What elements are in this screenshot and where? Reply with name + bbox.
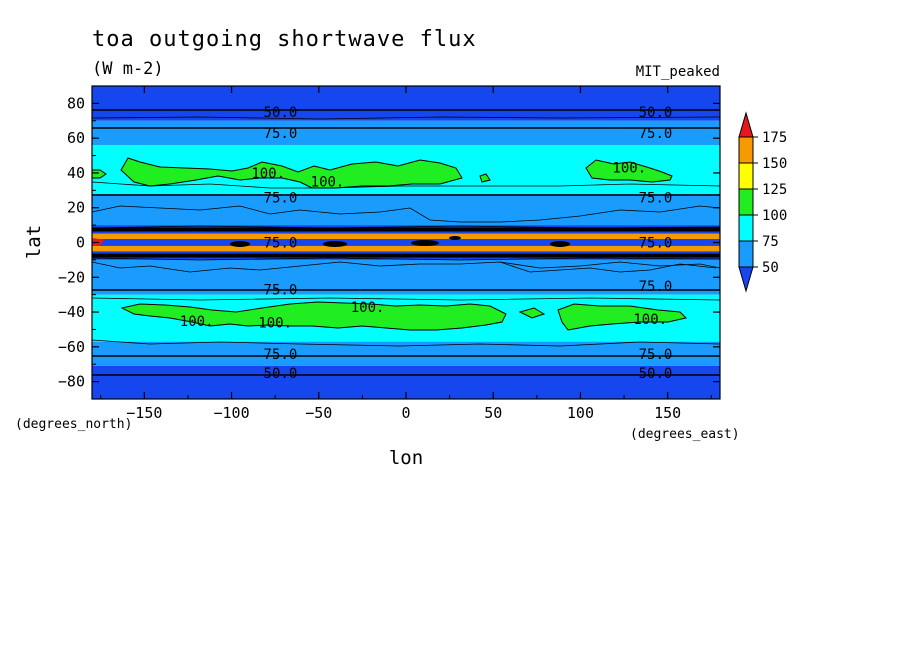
eq-blob-5 bbox=[449, 236, 461, 240]
contour-label-18: 75.0 bbox=[639, 347, 673, 363]
contour-line-sh-15 bbox=[92, 261, 720, 273]
colorbar-segment-2 bbox=[738, 188, 754, 216]
contour-label-1: 50.0 bbox=[639, 105, 673, 121]
nh-storm-track-region bbox=[120, 157, 463, 189]
sh-storm-track-region bbox=[120, 301, 507, 331]
nh-storm-track-region-small bbox=[92, 169, 491, 183]
contour-label-16: 100. bbox=[633, 312, 667, 328]
band-9 bbox=[92, 259, 720, 295]
contour-label-0: 50.0 bbox=[264, 105, 298, 121]
contour-label-3: 75.0 bbox=[639, 126, 673, 142]
contour-label-14: 100. bbox=[180, 314, 214, 330]
x-tick-label-0: −150 bbox=[126, 404, 162, 422]
contour-label-4: 100. bbox=[251, 166, 285, 182]
contour-line-nh-30 bbox=[92, 181, 720, 189]
contour-label-20: 50.0 bbox=[639, 366, 673, 382]
eq-blob-3 bbox=[411, 240, 439, 246]
contour-label-15: 100. bbox=[258, 315, 292, 331]
colorbar-label-0: 175 bbox=[762, 130, 787, 146]
x-tick-label-4: 50 bbox=[484, 404, 502, 422]
contour-line-sh-30 bbox=[92, 297, 720, 301]
x-axis-label: lon bbox=[389, 447, 423, 469]
band-1 bbox=[92, 120, 720, 146]
y-tick-label-8: −80 bbox=[58, 373, 85, 391]
contour-label-9: 75.0 bbox=[264, 236, 298, 252]
y-tick-label-4: 0 bbox=[76, 234, 85, 252]
sh-storm-track-region-small bbox=[518, 307, 546, 319]
colorbar-label-2: 125 bbox=[762, 182, 787, 198]
contour-label-11: 75.0 bbox=[264, 282, 298, 298]
contour-line-sh-60 bbox=[92, 339, 720, 347]
eq-black-line-0 bbox=[92, 227, 720, 232]
colorbar-top-arrow bbox=[738, 111, 754, 138]
band-5 bbox=[92, 233, 720, 240]
x-tick-label-1: −100 bbox=[213, 404, 249, 422]
colorbar-segment-1 bbox=[738, 162, 754, 190]
contour-label-12: 75.0 bbox=[639, 279, 673, 295]
colorbar-bottom-arrow bbox=[738, 266, 754, 293]
x-axis: −150 −100 −50 0 50 100 150 bbox=[100, 86, 712, 422]
equatorial-blobs bbox=[230, 236, 570, 247]
colorbar-label-3: 100 bbox=[762, 208, 787, 224]
plot-area: 50.0 50.0 75.0 75.0 100. 100. 100. 75.0 75.0 75.0… bbox=[92, 86, 720, 399]
contour-line-eq-n bbox=[92, 225, 720, 229]
nh-storm-track-region-east bbox=[585, 159, 673, 183]
contour-label-6: 100. bbox=[612, 161, 646, 177]
contour-label-8: 75.0 bbox=[639, 190, 673, 206]
y-axis: 80 60 40 20 0 −20 −40 −60 −80 bbox=[58, 85, 720, 400]
contour-label-2: 75.0 bbox=[264, 126, 298, 142]
contour-label-13: 100. bbox=[351, 300, 385, 316]
contour-label-5: 100. bbox=[311, 175, 345, 191]
colorbar-segment-0 bbox=[738, 136, 754, 164]
contour-line-nh-60 bbox=[92, 116, 720, 120]
x-units-label: (degrees_east) bbox=[630, 427, 740, 442]
contour-label-7: 75.0 bbox=[264, 190, 298, 206]
eq-black-line-1 bbox=[92, 253, 720, 258]
contour-label-17: 75.0 bbox=[264, 347, 298, 363]
colorbar-segment-3 bbox=[738, 214, 754, 242]
major-contours bbox=[92, 109, 720, 376]
band-7 bbox=[92, 245, 720, 252]
y-units-label: (degrees_north) bbox=[15, 417, 132, 432]
colorbar-label-4: 75 bbox=[762, 234, 779, 250]
zonal-bands bbox=[92, 86, 720, 399]
colorbar-label-5: 50 bbox=[762, 260, 779, 276]
y-tick-label-6: −40 bbox=[58, 303, 85, 321]
y-tick-label-0: 80 bbox=[67, 94, 85, 112]
contour-labels: 50.0 50.0 75.0 75.0 100. 100. 100. 75.0 75.0 75.0… bbox=[180, 105, 673, 382]
y-tick-label-5: −20 bbox=[58, 268, 85, 286]
chart-units: (W m-2) bbox=[92, 59, 164, 79]
contour-line-eq-s bbox=[92, 257, 720, 261]
colorbar-label-1: 150 bbox=[762, 156, 787, 172]
x-tick-label-6: 150 bbox=[654, 404, 681, 422]
colorbar: 175 150 125 100 75 50 bbox=[738, 111, 787, 293]
eq-blob-4 bbox=[550, 241, 570, 247]
y-tick-label-7: −60 bbox=[58, 338, 85, 356]
contour-line-sh-20 bbox=[499, 261, 717, 273]
eq-blob-2 bbox=[323, 241, 347, 247]
y-tick-label-1: 60 bbox=[67, 129, 85, 147]
contour-line-nh-20 bbox=[92, 205, 720, 223]
x-tick-label-2: −50 bbox=[305, 404, 332, 422]
band-11 bbox=[92, 341, 720, 366]
x-tick-label-5: 100 bbox=[567, 404, 594, 422]
sh-storm-track-region-east bbox=[557, 303, 687, 331]
colorbar-segment-4 bbox=[738, 240, 754, 268]
model-label: MIT_peaked bbox=[636, 64, 720, 80]
contour-label-19: 50.0 bbox=[264, 366, 298, 382]
y-axis-label: lat bbox=[23, 225, 45, 259]
contour-label-10: 75.0 bbox=[639, 236, 673, 252]
x-tick-label-3: 0 bbox=[401, 404, 410, 422]
y-tick-label-2: 40 bbox=[67, 164, 85, 182]
band-6 bbox=[92, 239, 720, 246]
eq-blob-1 bbox=[230, 241, 250, 247]
chart-title: toa outgoing shortwave flux bbox=[92, 27, 477, 52]
y-tick-label-3: 20 bbox=[67, 199, 85, 217]
thin-contours bbox=[92, 116, 720, 347]
